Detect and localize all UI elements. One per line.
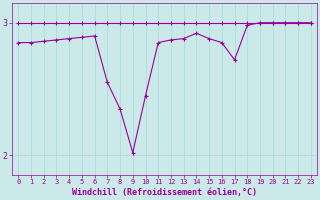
X-axis label: Windchill (Refroidissement éolien,°C): Windchill (Refroidissement éolien,°C) [72,188,257,197]
